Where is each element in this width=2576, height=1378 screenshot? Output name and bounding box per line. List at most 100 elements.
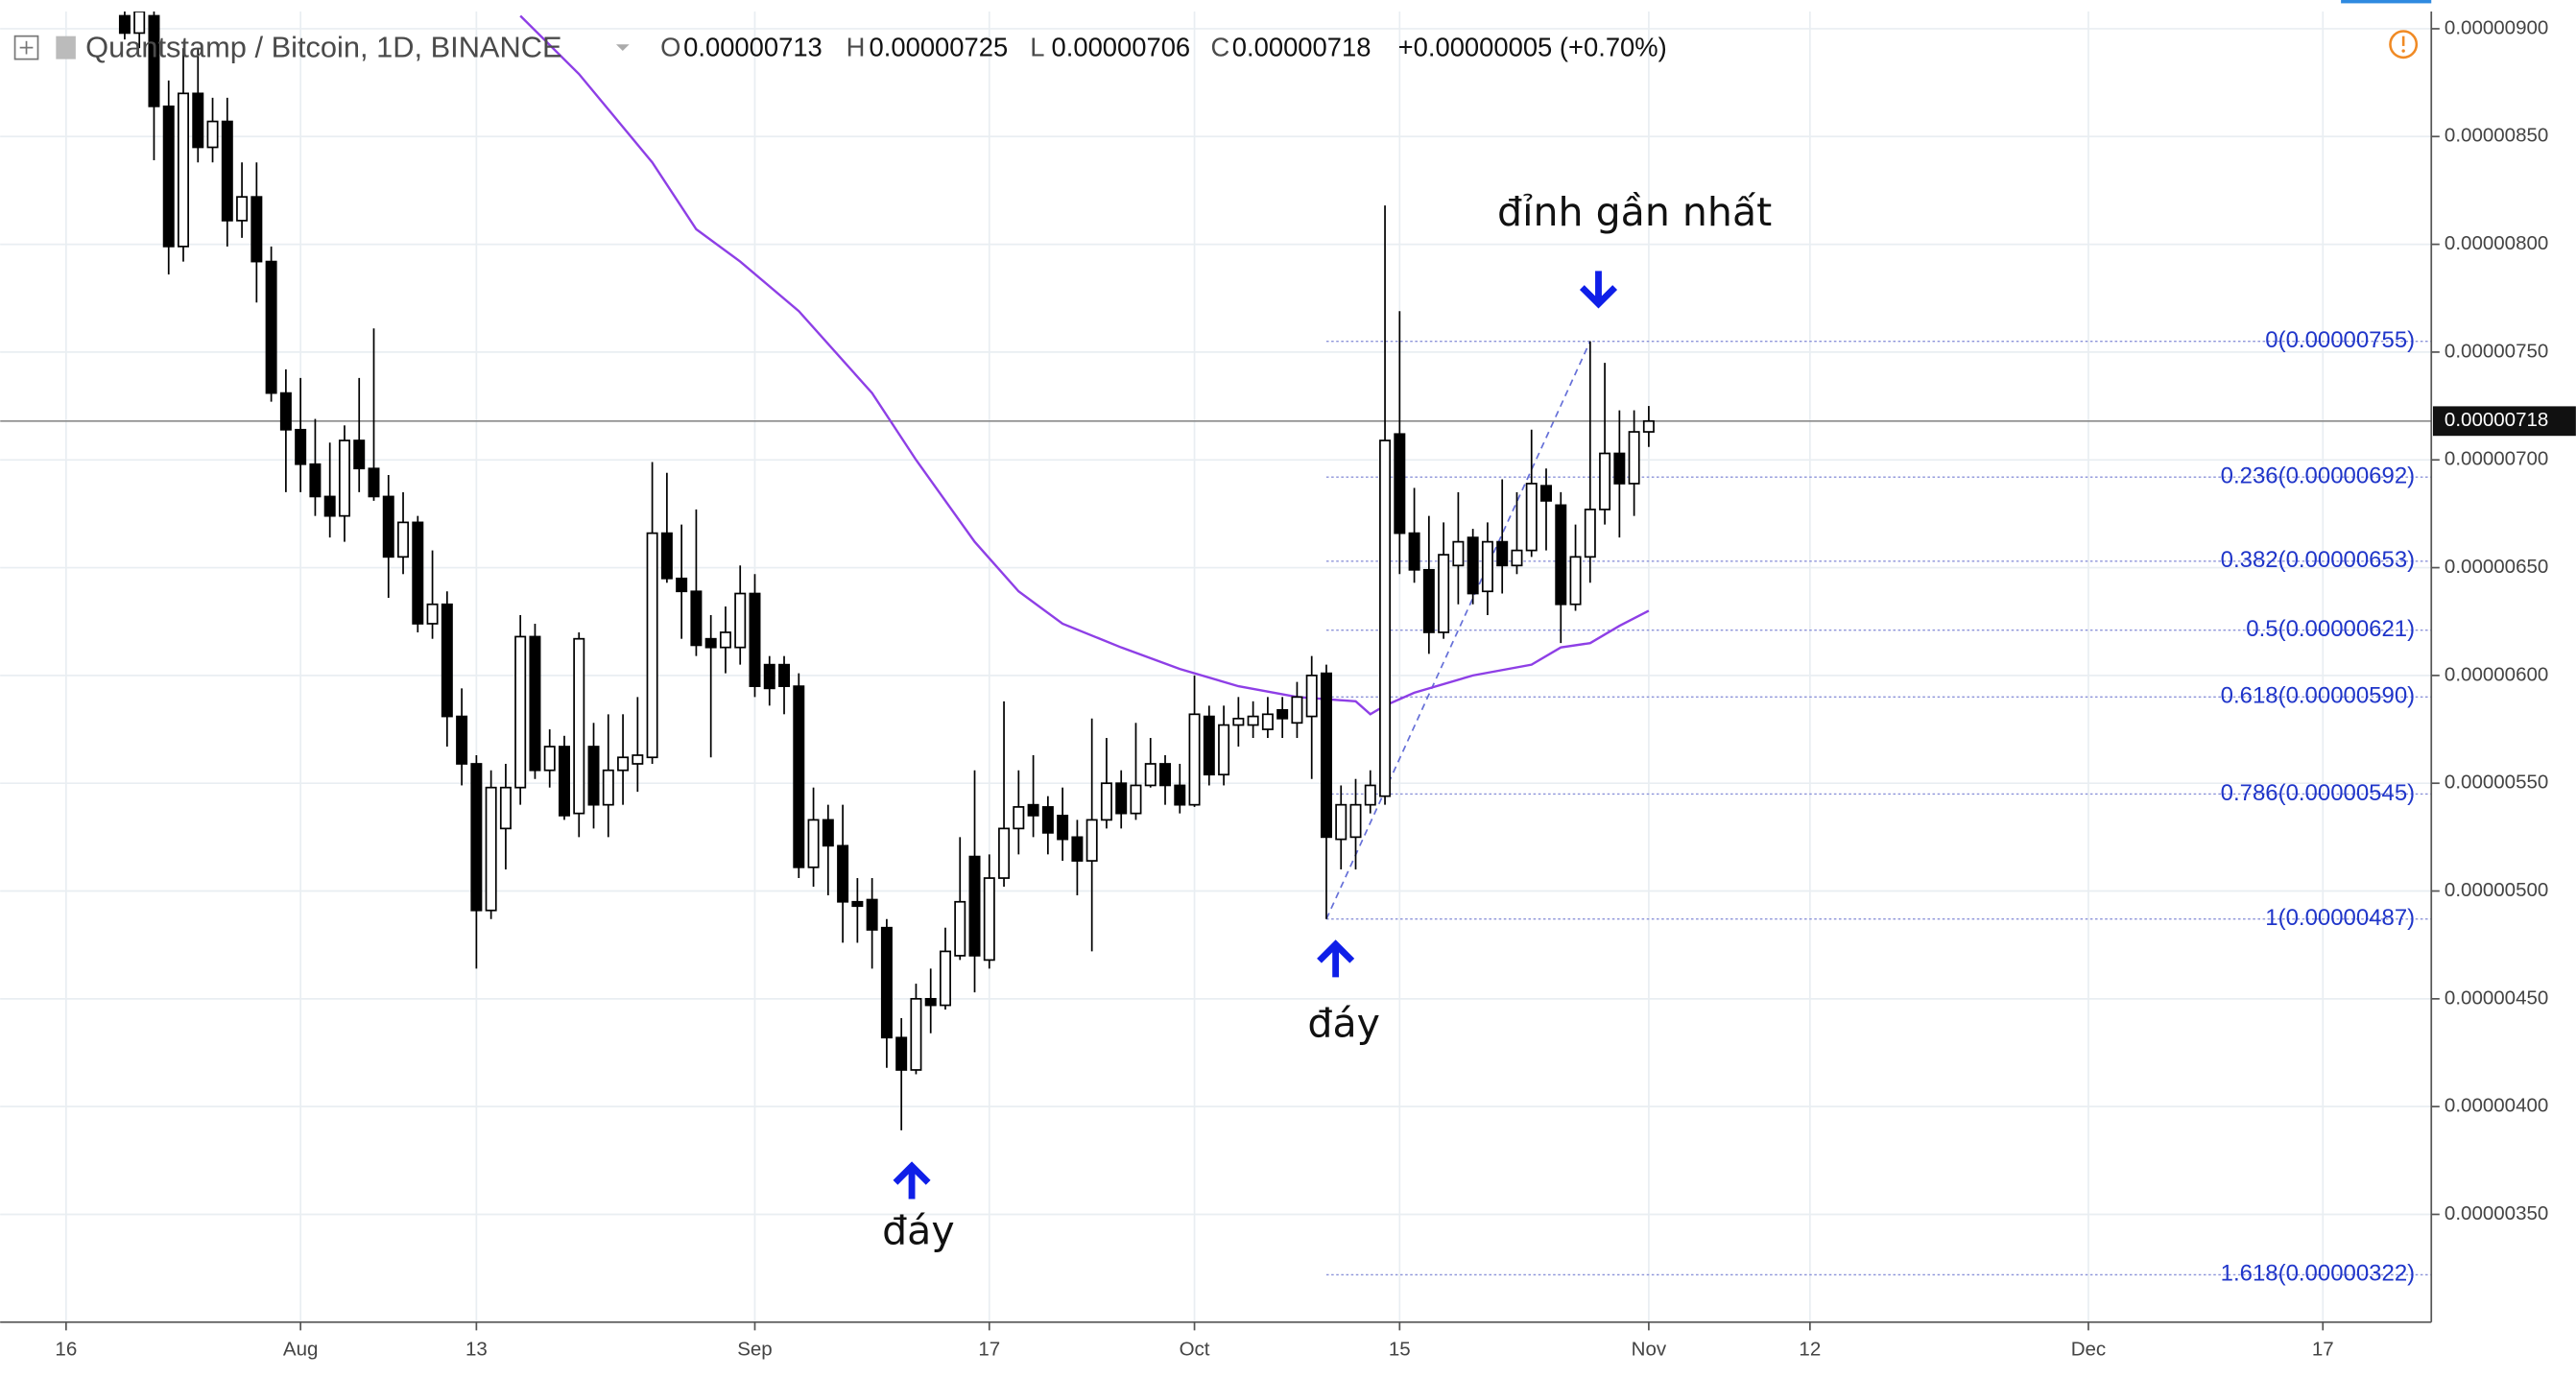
candle	[749, 574, 761, 698]
y-tick-label: 0.00000400	[2445, 1095, 2548, 1117]
y-tick-label: 0.00000850	[2445, 125, 2548, 147]
candle-body	[1013, 806, 1025, 830]
arrow-up	[1317, 939, 1355, 978]
x-tick-label: 15	[1389, 1338, 1411, 1360]
candle	[1599, 363, 1611, 525]
symbol-title[interactable]: Quantstamp / Bitcoin, 1D, BINANCE	[85, 30, 561, 63]
candle-body	[1188, 713, 1201, 806]
candle	[1013, 770, 1025, 855]
candle	[1159, 754, 1172, 805]
y-tick-label: 0.00000700	[2445, 448, 2548, 470]
candle	[485, 770, 497, 919]
candle	[470, 754, 483, 969]
candle	[221, 97, 233, 247]
change-value: +0.00000005 (+0.70%)	[1398, 33, 1667, 62]
moving-average	[519, 14, 1650, 716]
candle-body	[1232, 717, 1245, 726]
candle-body	[1496, 540, 1509, 567]
last-price-box	[2432, 406, 2576, 437]
candle	[719, 606, 731, 674]
arrow-up	[893, 1161, 931, 1200]
candle-body	[236, 196, 249, 222]
arrow-down	[1579, 271, 1618, 309]
candle-body	[1364, 784, 1376, 806]
candle-body	[470, 763, 483, 912]
candle-body	[118, 14, 131, 35]
candle	[543, 729, 556, 788]
candle	[646, 462, 658, 764]
candle-body	[368, 467, 380, 498]
ohlc-label: C	[1211, 33, 1230, 62]
ohlc-values: O 0.00000713 H 0.00000725 L 0.00000706 C 0.0000…	[660, 33, 1371, 62]
candle	[1379, 205, 1392, 805]
candle	[148, 11, 160, 160]
fib-level-label: 0.382(0.00000653)	[2221, 547, 2415, 573]
candle	[632, 697, 644, 793]
candle	[1525, 429, 1538, 558]
annotation: đáy	[882, 1207, 955, 1253]
candle-body	[880, 926, 893, 1039]
y-tick-label: 0.00000650	[2445, 556, 2548, 578]
candle	[1335, 785, 1348, 870]
candle	[778, 655, 791, 715]
candle-body	[178, 92, 189, 248]
candle-body	[573, 637, 585, 815]
x-tick-label: Dec	[2071, 1338, 2106, 1360]
candle	[807, 787, 820, 888]
fib-level-label: 1(0.00000487)	[2265, 905, 2415, 931]
x-tick-label: 17	[2312, 1338, 2334, 1360]
candle-body	[1247, 715, 1259, 726]
candle	[866, 878, 878, 969]
candle	[968, 770, 981, 993]
candle-body	[1027, 803, 1039, 817]
candle	[1394, 311, 1406, 575]
candle	[499, 763, 512, 870]
candle	[441, 591, 453, 748]
y-tick-label: 0.00000450	[2445, 986, 2548, 1009]
alert-icon[interactable]	[2389, 30, 2419, 59]
candle-body	[353, 440, 366, 470]
candle-body	[617, 756, 630, 772]
add-button[interactable]	[13, 35, 39, 60]
candle	[602, 714, 614, 838]
candle	[1496, 479, 1509, 594]
candle	[353, 377, 366, 492]
candle-body	[456, 715, 468, 765]
candle	[880, 918, 893, 1068]
candle-body	[1203, 715, 1215, 776]
candle-body	[837, 844, 849, 903]
candle	[1422, 515, 1435, 654]
candle-body	[1100, 782, 1112, 821]
candle	[323, 442, 336, 538]
candle	[939, 927, 951, 1010]
candle	[676, 524, 688, 639]
candle-body	[910, 997, 922, 1071]
candle	[397, 491, 410, 575]
annotations: đỉnh gần nhất đáy đáy	[882, 189, 1772, 1253]
x-tick-label: 16	[55, 1338, 77, 1360]
candle	[1467, 529, 1479, 605]
header: Quantstamp / Bitcoin, 1D, BINANCE O 0.000…	[13, 30, 2419, 63]
candle-body	[1511, 549, 1523, 567]
fib-level-label: 0.5(0.00000621)	[2246, 616, 2415, 642]
candle-body	[1071, 836, 1084, 862]
candle-body	[1115, 782, 1128, 815]
candle-body	[1438, 554, 1450, 633]
candle-body	[397, 521, 410, 558]
dropdown-icon[interactable]	[615, 44, 630, 52]
candle	[1085, 718, 1098, 952]
candle	[295, 377, 307, 492]
y-tick-label: 0.00000500	[2445, 879, 2548, 901]
candle	[1555, 491, 1567, 644]
candle-body	[514, 635, 527, 789]
fib-level-label: 0(0.00000755)	[2265, 327, 2415, 353]
candle-body	[1320, 672, 1332, 839]
candle-body	[1569, 556, 1582, 606]
candle	[1349, 778, 1362, 870]
candle	[1174, 763, 1186, 814]
candle	[1408, 487, 1420, 583]
y-tick-label: 0.00000600	[2445, 663, 2548, 685]
